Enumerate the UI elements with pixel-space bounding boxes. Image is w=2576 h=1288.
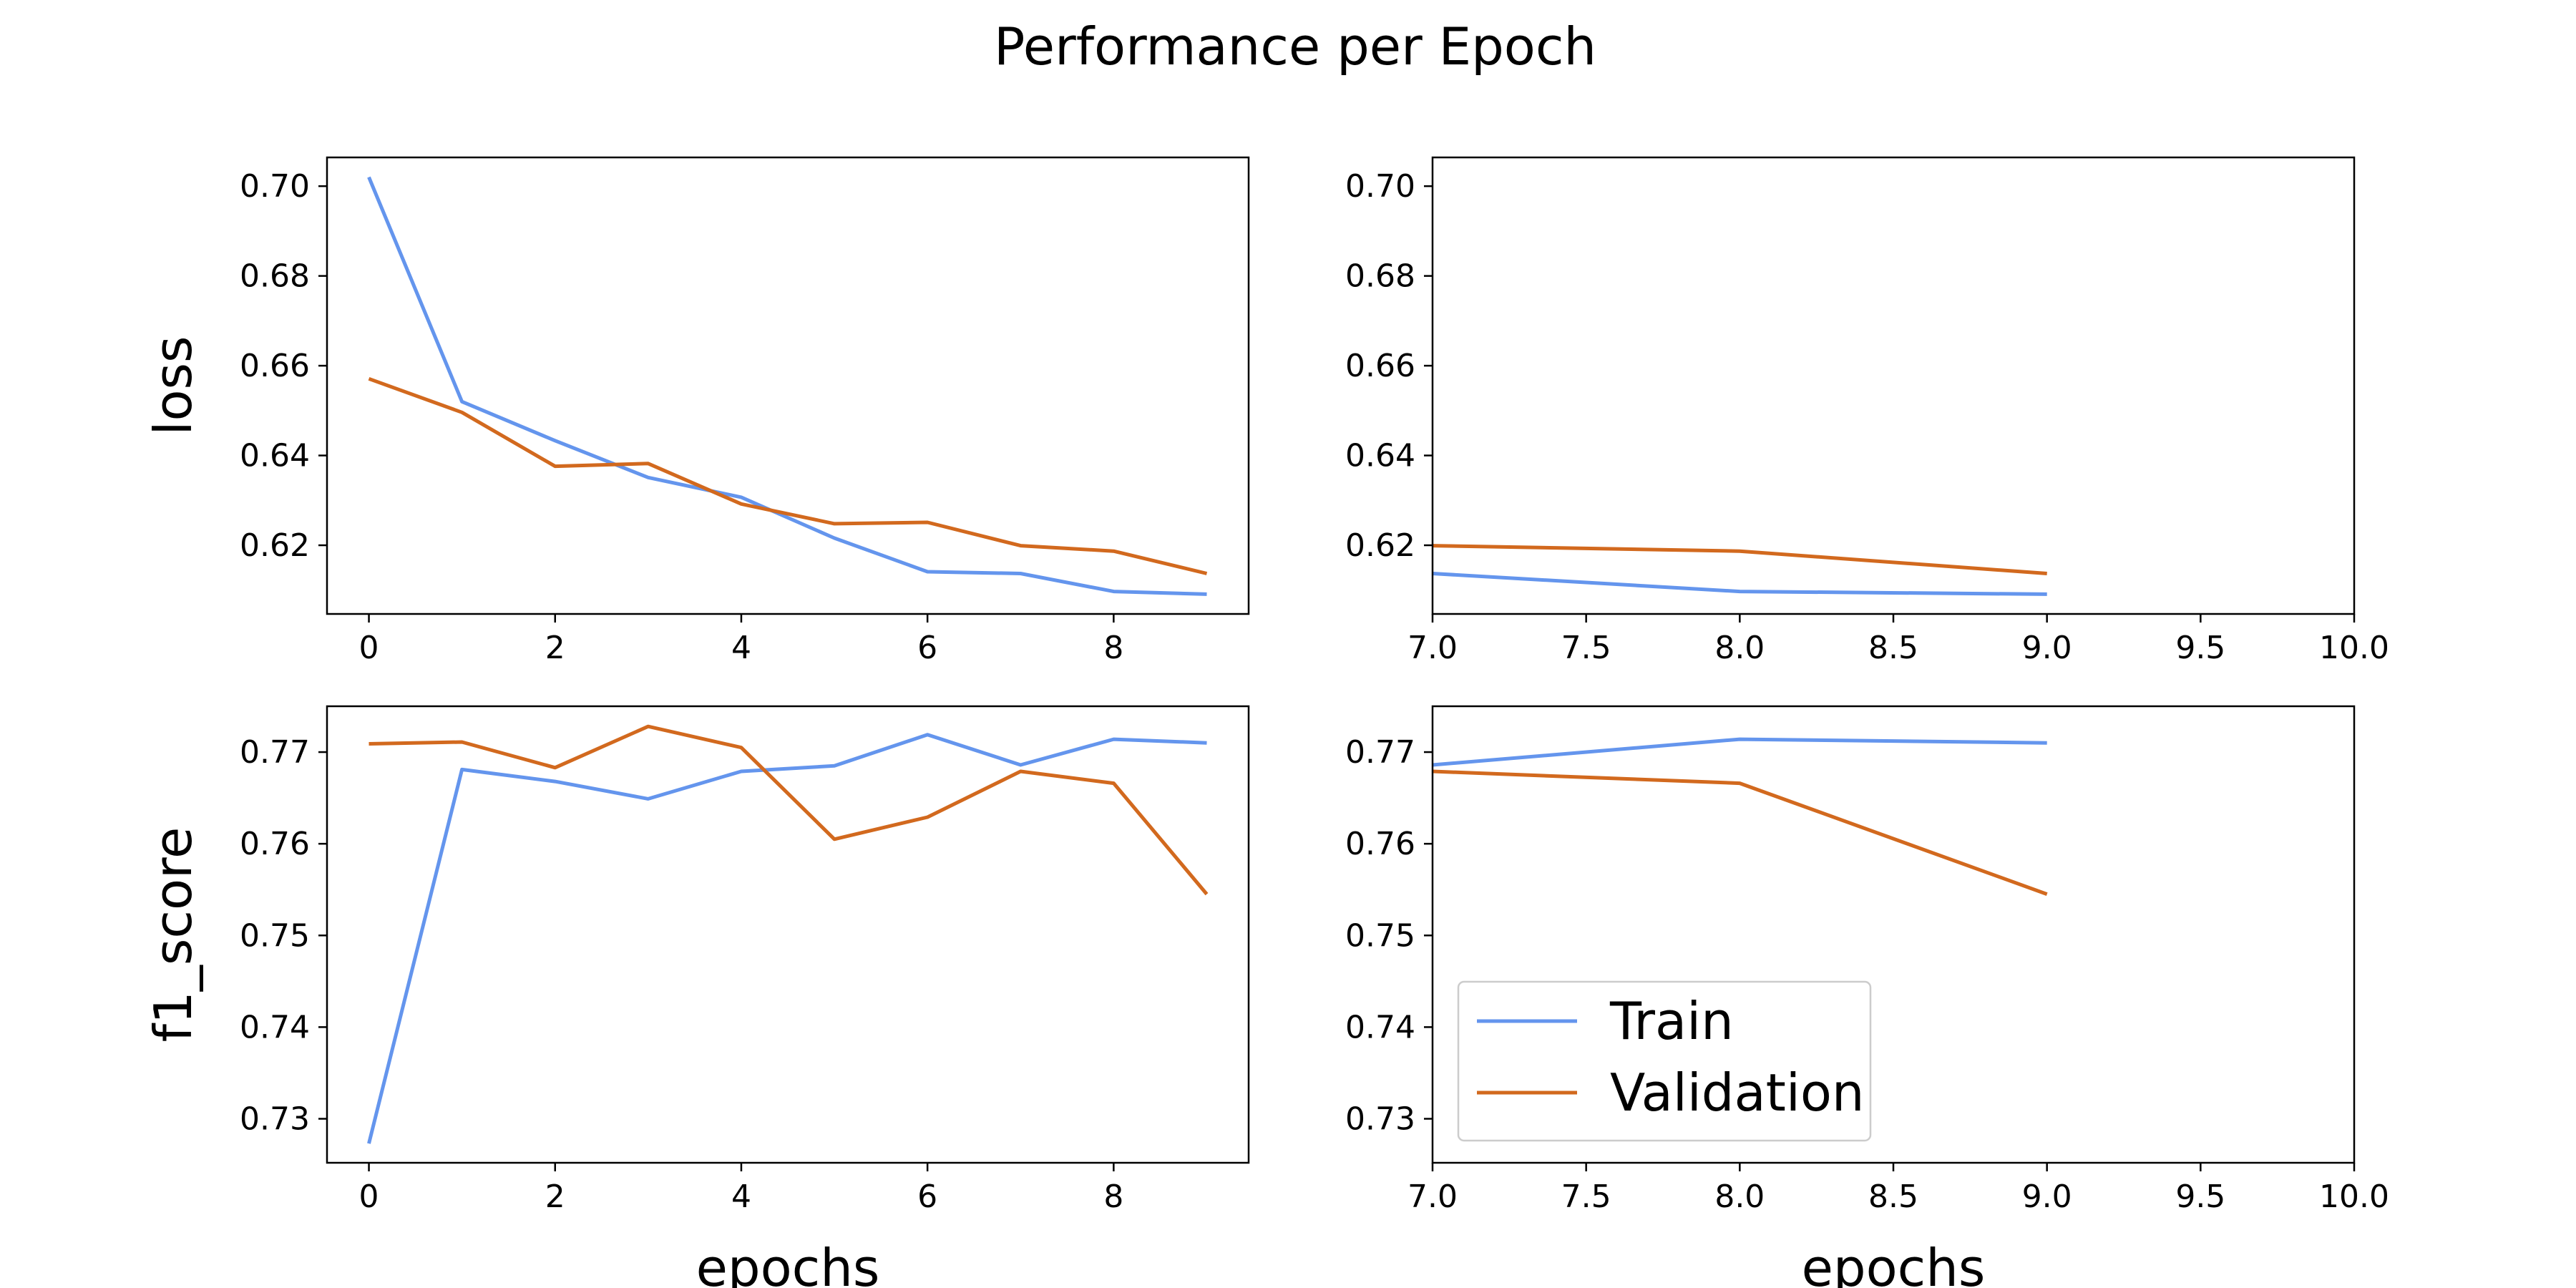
x-tick-label: 2 [545,1179,565,1215]
y-tick-label: 0.70 [240,168,310,205]
x-tick-label: 8 [1103,1179,1123,1215]
series-line-train-loss-full [367,176,1207,596]
y-tick-label: 0.68 [240,258,310,295]
y-tick-label: 0.66 [240,348,310,384]
y-tick-label: 0.77 [1345,734,1415,771]
axes-frame [1431,156,2356,615]
x-tick-label: 0 [359,630,379,666]
x-tick-label: 9.5 [2175,630,2225,666]
y-tick-label: 0.64 [1345,438,1415,474]
x-tick-label: 4 [731,630,751,666]
y-tick-label: 0.74 [1345,1009,1415,1045]
y-tick-label: 0.66 [1345,348,1415,384]
series-line-train-f1-full [367,733,1207,1144]
x-tick-label: 8 [1103,630,1123,666]
x-tick-label: 2 [545,630,565,666]
subplot-loss-full: 0 2 4 6 8 0.62 0.64 0.66 0.68 0.70 loss [143,156,1250,666]
x-tick-label: 6 [917,1179,937,1215]
x-tick-label: 7.0 [1407,1179,1458,1215]
legend: Train Validation [1457,980,1872,1142]
series-line-train-f1-zoom [1433,737,2047,767]
x-tick-label: 9.5 [2175,1179,2225,1215]
y-tick-label: 0.68 [1345,258,1415,295]
series-line-validation-f1-zoom [1433,769,2048,896]
legend-label-train: Train [1609,991,1734,1051]
x-tick-label: 9.0 [2022,1179,2072,1215]
subplot-loss-zoom: 7.0 7.5 8.0 8.5 9.0 9.5 10.0 0.62 0.64 0.66 0.68 0.… [1345,156,2389,666]
subplot-f1-zoom: 7.0 7.5 8.0 8.5 9.0 9.5 10.0 0.73 0.74 0.75 0.76 0.… [1345,705,2389,1288]
y-tick-label: 0.75 [240,917,310,954]
y-tick-label: 0.76 [240,826,310,862]
x-tick-label: 8.0 [1714,630,1765,666]
x-tick-label: 7.5 [1561,630,1611,666]
series-line-validation-loss-full [368,376,1208,575]
y-tick-label: 0.74 [240,1009,310,1045]
x-tick-label: 10.0 [2319,630,2389,666]
axes-frame [326,705,1250,1164]
y-tick-label: 0.76 [1345,826,1415,862]
y-axis-label: f1_score [143,827,203,1043]
y-tick-label: 0.62 [240,527,310,564]
figure-title: Performance per Epoch [994,16,1596,77]
y-tick-label: 0.73 [240,1101,310,1138]
x-tick-label: 6 [917,630,937,666]
x-tick-label: 0 [359,1179,379,1215]
y-tick-label: 0.70 [1345,168,1415,205]
series-line-validation-loss-zoom [1433,544,2047,575]
y-tick-label: 0.64 [240,438,310,474]
x-tick-label: 8.5 [1868,630,1918,666]
x-tick-label: 9.0 [2022,630,2072,666]
axes-frame [326,156,1250,615]
x-tick-label: 7.0 [1407,630,1458,666]
legend-label-validation: Validation [1610,1063,1865,1123]
x-tick-label: 4 [731,1179,751,1215]
x-axis-label: epochs [696,1238,880,1288]
y-tick-label: 0.75 [1345,917,1415,954]
y-axis-label: loss [143,336,203,435]
x-axis-label: epochs [1802,1238,1986,1288]
y-tick-label: 0.77 [240,734,310,771]
x-tick-label: 7.5 [1561,1179,1611,1215]
series-line-train-loss-zoom [1433,572,2047,596]
subplot-grid: 0 2 4 6 8 0.62 0.64 0.66 0.68 0.70 loss 7.0 7.5 8.0 8.… [143,156,2389,1288]
x-tick-label: 10.0 [2319,1179,2389,1215]
x-tick-label: 8.5 [1868,1179,1918,1215]
y-tick-label: 0.62 [1345,527,1415,564]
x-tick-label: 8.0 [1714,1179,1765,1215]
series-line-validation-f1-full [369,724,1209,896]
y-tick-label: 0.73 [1345,1101,1415,1138]
